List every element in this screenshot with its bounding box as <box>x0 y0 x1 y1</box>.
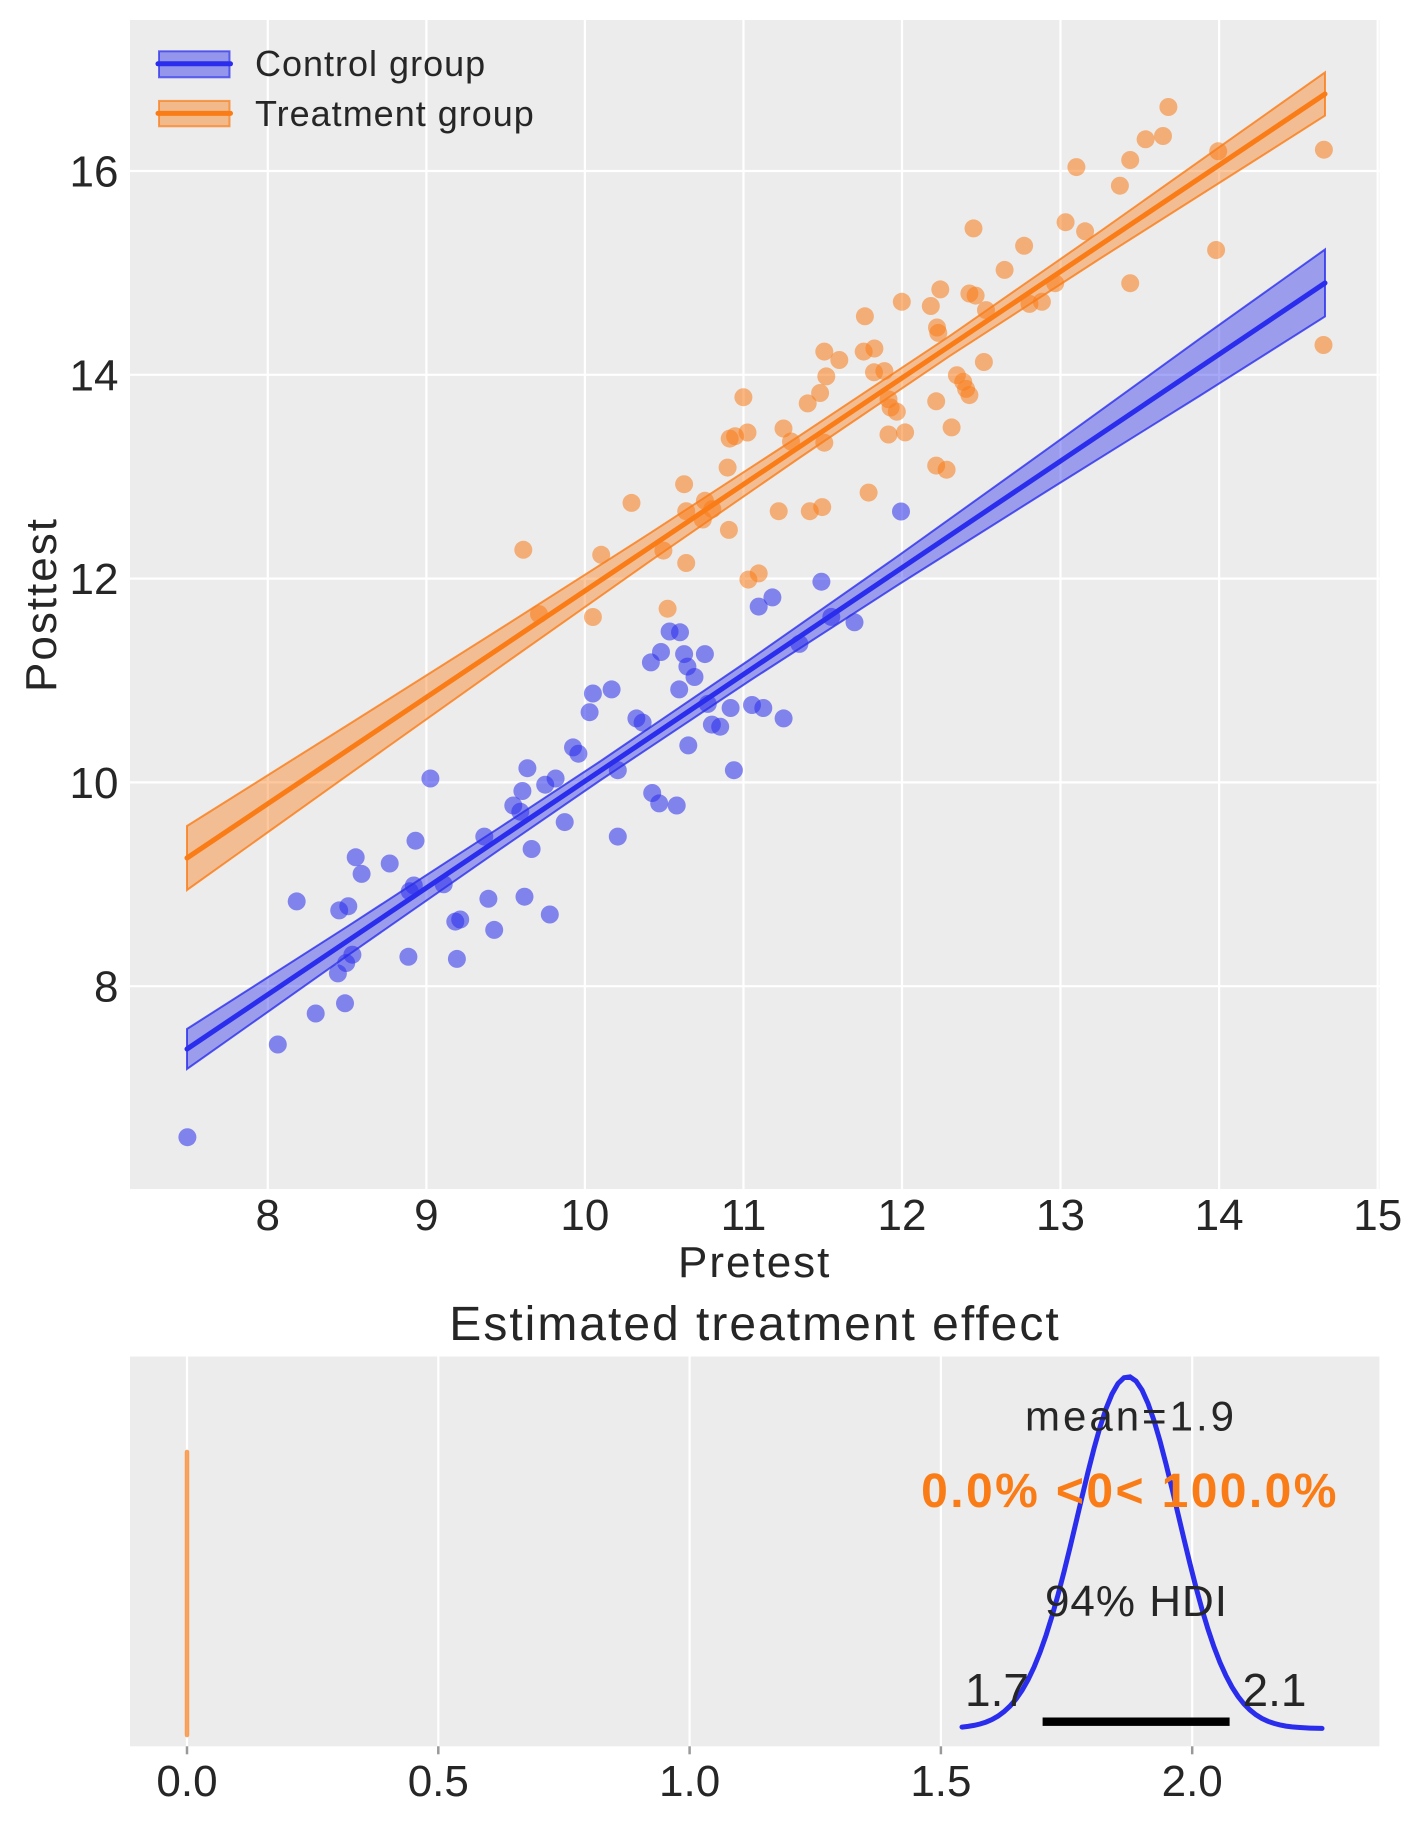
svg-text:Pretest: Pretest <box>678 1238 831 1287</box>
svg-text:11: 11 <box>721 1191 767 1240</box>
svg-text:1.0: 1.0 <box>659 1757 720 1806</box>
svg-text:12: 12 <box>70 555 119 604</box>
svg-text:Control group: Control group <box>255 43 486 84</box>
svg-text:94% HDI: 94% HDI <box>1045 1577 1228 1626</box>
svg-text:10: 10 <box>70 759 119 808</box>
svg-text:mean=1.9: mean=1.9 <box>1025 1393 1237 1440</box>
svg-text:2.1: 2.1 <box>1243 1664 1307 1716</box>
svg-text:8: 8 <box>94 963 118 1012</box>
svg-text:10: 10 <box>560 1191 609 1240</box>
svg-text:Treatment group: Treatment group <box>255 93 535 134</box>
svg-text:14: 14 <box>70 351 119 400</box>
svg-text:12: 12 <box>878 1191 927 1240</box>
svg-text:9: 9 <box>414 1191 438 1240</box>
svg-text:8: 8 <box>256 1191 280 1240</box>
svg-text:15: 15 <box>1353 1191 1402 1240</box>
svg-text:14: 14 <box>1195 1191 1244 1240</box>
svg-text:1.5: 1.5 <box>910 1757 971 1806</box>
svg-text:0.5: 0.5 <box>408 1757 469 1806</box>
svg-text:16: 16 <box>70 148 119 197</box>
svg-text:0.0: 0.0 <box>156 1757 217 1806</box>
svg-text:Posttest: Posttest <box>17 517 66 692</box>
svg-text:0.0% <0< 100.0%: 0.0% <0< 100.0% <box>921 1465 1339 1518</box>
svg-text:13: 13 <box>1036 1191 1085 1240</box>
svg-text:1.7: 1.7 <box>965 1664 1029 1716</box>
svg-text:Estimated treatment effect: Estimated treatment effect <box>449 1298 1060 1351</box>
svg-text:2.0: 2.0 <box>1162 1757 1223 1806</box>
